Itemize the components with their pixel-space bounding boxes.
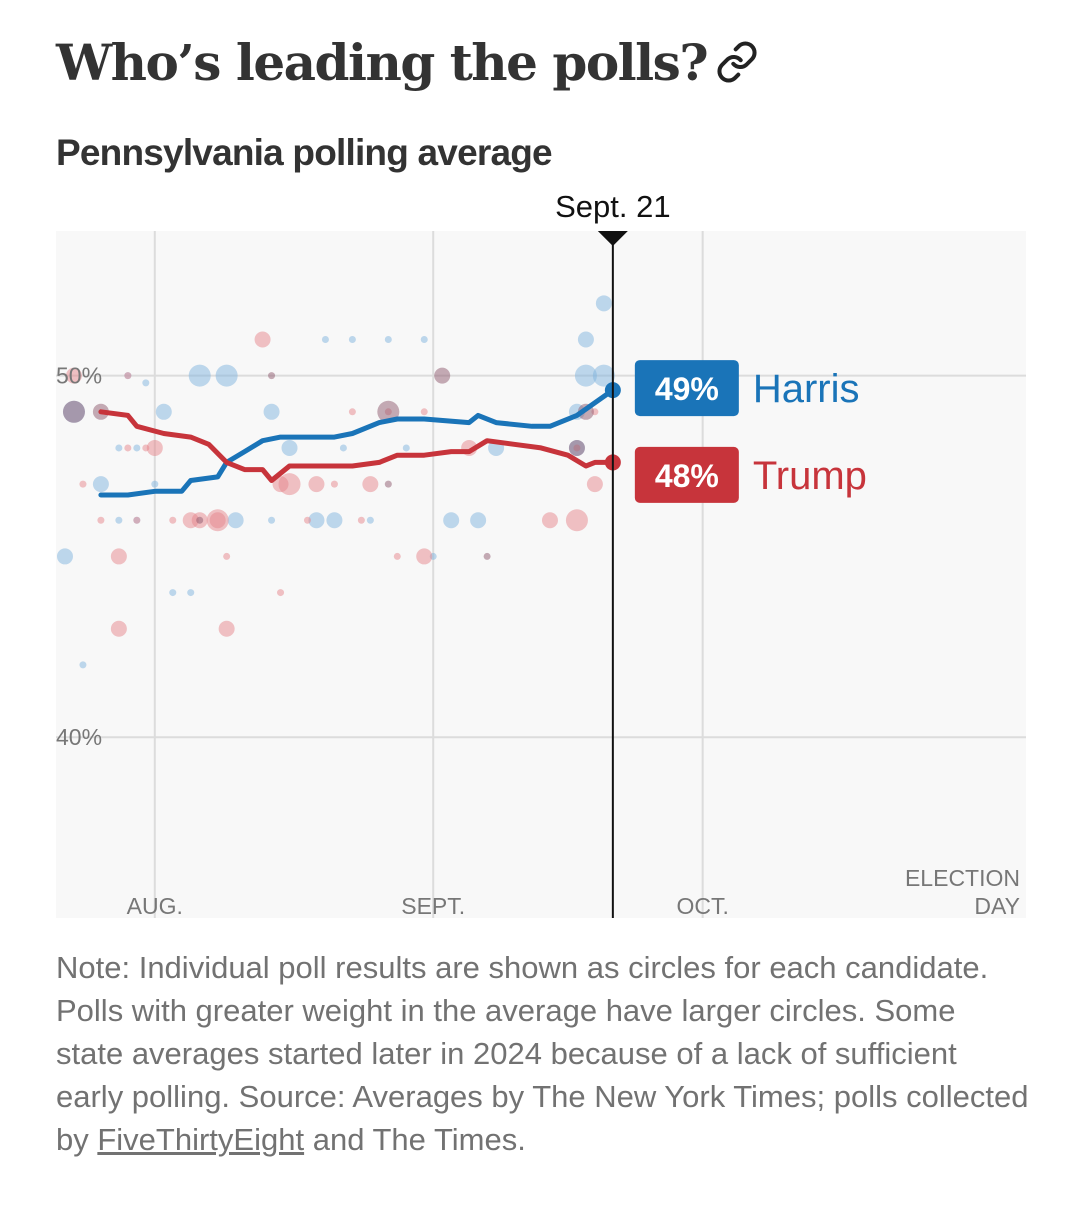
poll-dot bbox=[308, 476, 325, 493]
poll-dot bbox=[592, 364, 615, 387]
y-tick-label: 50% bbox=[56, 363, 102, 389]
date-marker: Sept. 21 bbox=[555, 189, 671, 918]
poll-dot bbox=[577, 331, 594, 348]
poll-dot bbox=[470, 512, 487, 529]
poll-dot bbox=[326, 512, 343, 529]
chart-note: Note: Individual poll results are shown … bbox=[56, 946, 1031, 1161]
poll-dot bbox=[133, 516, 141, 524]
plot-background bbox=[56, 231, 1026, 918]
trump-percent: 48% bbox=[655, 458, 719, 494]
poll-dot bbox=[206, 509, 229, 532]
poll-dot bbox=[110, 548, 127, 565]
x-tick-label: OCT. bbox=[676, 893, 728, 919]
poll-dot bbox=[92, 476, 109, 493]
poll-dot bbox=[348, 408, 356, 416]
poll-dot bbox=[568, 439, 585, 456]
poll-dot bbox=[357, 516, 365, 524]
poll-dot bbox=[79, 480, 87, 488]
poll-dot bbox=[146, 439, 163, 456]
link-icon[interactable] bbox=[715, 30, 759, 104]
trump-line bbox=[98, 409, 616, 483]
poll-dot bbox=[187, 589, 195, 597]
poll-dot bbox=[227, 512, 244, 529]
poll-dot bbox=[124, 444, 132, 452]
poll-dot bbox=[155, 403, 172, 420]
poll-dot bbox=[420, 408, 428, 416]
x-tick-label: SEPT. bbox=[401, 893, 465, 919]
poll-dot bbox=[115, 516, 123, 524]
poll-dot bbox=[142, 444, 150, 452]
poll-dot bbox=[366, 516, 374, 524]
note-text-end: and The Times. bbox=[304, 1122, 526, 1157]
poll-dot bbox=[268, 372, 276, 380]
poll-dots bbox=[56, 295, 615, 669]
poll-dot bbox=[169, 589, 177, 597]
poll-dot bbox=[348, 335, 356, 343]
trump-label-badge bbox=[634, 446, 739, 503]
poll-dot bbox=[218, 620, 235, 637]
poll-dot bbox=[133, 444, 141, 452]
poll-dot bbox=[223, 552, 231, 560]
poll-dot bbox=[110, 620, 127, 637]
poll-dot bbox=[443, 512, 460, 529]
note-text: Note: Individual poll results are shown … bbox=[56, 950, 1029, 1157]
poll-dot bbox=[97, 516, 105, 524]
poll-dot bbox=[303, 516, 311, 524]
election-day-label: ELECTION bbox=[905, 865, 1020, 891]
poll-dot bbox=[142, 379, 150, 387]
poll-dot bbox=[263, 403, 280, 420]
poll-dot bbox=[330, 480, 338, 488]
poll-dot bbox=[483, 552, 491, 560]
poll-dot bbox=[402, 444, 410, 452]
poll-dot bbox=[321, 335, 329, 343]
poll-dot bbox=[393, 552, 401, 560]
poll-dot bbox=[420, 335, 428, 343]
poll-dot bbox=[434, 367, 451, 384]
poll-dot bbox=[586, 476, 603, 493]
poll-dot bbox=[362, 476, 379, 493]
poll-dot bbox=[151, 480, 159, 488]
harris-percent: 49% bbox=[655, 371, 719, 407]
chart-title: Pennsylvania polling average bbox=[56, 132, 553, 173]
poll-dot bbox=[169, 516, 177, 524]
poll-dot bbox=[281, 439, 298, 456]
x-tick-label: AUG. bbox=[127, 893, 183, 919]
page-title-text: Who’s leading the polls? bbox=[56, 33, 709, 92]
poll-dot bbox=[595, 295, 612, 312]
poll-dot bbox=[384, 335, 392, 343]
polling-chart: Sept. 21 49% Harris 48% Trump AUG. SEPT. OCT.… bbox=[56, 189, 1026, 919]
poll-dot bbox=[416, 548, 433, 565]
marker-date-label: Sept. 21 bbox=[555, 189, 670, 224]
harris-name: Harris bbox=[753, 367, 860, 411]
page-title: Who’s leading the polls? bbox=[56, 26, 759, 104]
poll-dot bbox=[541, 512, 558, 529]
poll-dot bbox=[254, 331, 271, 348]
poll-dot bbox=[277, 589, 285, 597]
series-labels: 49% Harris 48% Trump bbox=[634, 360, 867, 503]
y-tick-label: 40% bbox=[56, 724, 102, 750]
harris-label-badge bbox=[634, 360, 739, 417]
poll-dot bbox=[115, 444, 123, 452]
election-day-label: DAY bbox=[974, 893, 1020, 919]
poll-dot bbox=[278, 473, 301, 496]
poll-dot bbox=[268, 516, 276, 524]
poll-dot bbox=[565, 509, 588, 532]
poll-dot bbox=[384, 480, 392, 488]
trump-name: Trump bbox=[753, 454, 867, 498]
poll-dot bbox=[188, 364, 211, 387]
poll-dot bbox=[339, 444, 347, 452]
fivethirtyeight-link[interactable]: FiveThirtyEight bbox=[97, 1122, 305, 1157]
poll-dot bbox=[215, 364, 238, 387]
poll-dot bbox=[56, 548, 73, 565]
poll-dot bbox=[65, 367, 82, 384]
poll-dot bbox=[79, 661, 87, 669]
poll-dot bbox=[62, 400, 85, 423]
poll-dot bbox=[196, 516, 204, 524]
harris-line bbox=[98, 387, 616, 498]
poll-dot bbox=[124, 372, 132, 380]
marker-triangle bbox=[597, 231, 628, 246]
poll-dot bbox=[574, 364, 597, 387]
poll-dot bbox=[308, 512, 325, 529]
